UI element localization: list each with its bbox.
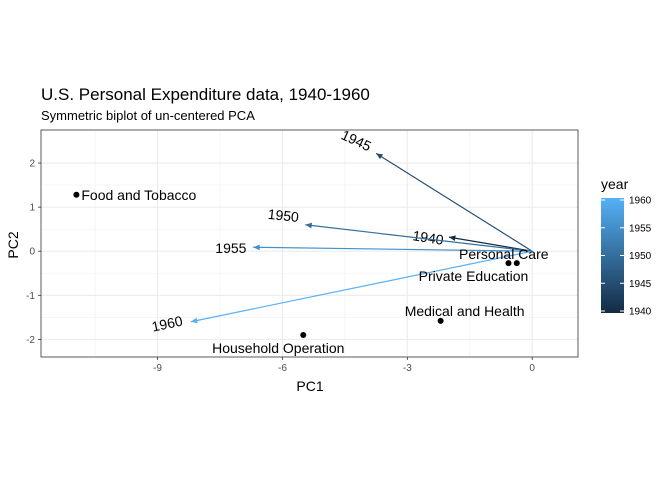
chart-title: U.S. Personal Expenditure data, 1940-196… bbox=[41, 85, 370, 104]
point-label: Personal Care bbox=[459, 246, 549, 262]
point-label: Medical and Health bbox=[405, 303, 525, 319]
x-tick-label: -3 bbox=[403, 363, 412, 374]
arrow-1945 bbox=[375, 152, 533, 252]
year-legend: year 1940 1945 1950 1955 1960 bbox=[601, 176, 652, 318]
panel-border bbox=[40, 129, 579, 358]
point-label: Household Operation bbox=[212, 340, 344, 356]
point bbox=[505, 260, 512, 267]
legend-colorbar bbox=[601, 198, 624, 313]
chart-subtitle: Symmetric biplot of un-centered PCA bbox=[41, 108, 255, 123]
y-tick-label: 0 bbox=[29, 247, 35, 258]
data-points: Food and Tobacco Household Operation Medic… bbox=[73, 187, 549, 356]
arrow-label-1940: 1940 bbox=[411, 227, 444, 248]
arrow-label-1960: 1960 bbox=[150, 313, 184, 335]
legend-tick-label: 1950 bbox=[629, 251, 652, 262]
arrowhead-1950 bbox=[305, 222, 313, 229]
point-label: Food and Tobacco bbox=[81, 187, 196, 203]
arrow-1960 bbox=[190, 250, 533, 323]
legend-tick-label: 1940 bbox=[629, 307, 652, 318]
y-tick-label: 2 bbox=[29, 159, 35, 170]
arrow-1950 bbox=[305, 224, 533, 252]
point bbox=[73, 191, 80, 198]
panel-grid bbox=[40, 129, 579, 358]
y-axis-title: PC2 bbox=[5, 231, 21, 258]
arrow-1940 bbox=[448, 236, 533, 252]
x-tick-label: -9 bbox=[153, 363, 162, 374]
x-tick-label: 0 bbox=[529, 363, 535, 374]
arrow-label-1950: 1950 bbox=[267, 206, 300, 225]
arrowhead-1945 bbox=[376, 153, 384, 160]
y-tick-label: -2 bbox=[26, 335, 35, 346]
arrow-label-1955: 1955 bbox=[215, 240, 246, 256]
arrow-1955 bbox=[253, 246, 533, 252]
point bbox=[437, 317, 444, 324]
legend-title: year bbox=[601, 176, 629, 192]
point-label: Private Education bbox=[419, 268, 529, 284]
arrowhead-1955 bbox=[253, 244, 260, 251]
legend-tick-label: 1960 bbox=[629, 196, 652, 207]
legend-tick-label: 1945 bbox=[629, 279, 652, 290]
x-tick-label: -6 bbox=[278, 363, 287, 374]
arrowhead-1960 bbox=[190, 317, 198, 324]
panel-background bbox=[41, 130, 578, 357]
x-axis: -9 -6 -3 0 bbox=[153, 357, 535, 374]
y-tick-label: 1 bbox=[29, 203, 35, 214]
y-tick-label: -1 bbox=[26, 291, 35, 302]
arrowhead-1940 bbox=[448, 235, 456, 241]
point bbox=[513, 260, 520, 267]
point bbox=[300, 331, 307, 338]
y-axis: -2 -1 0 1 2 bbox=[26, 159, 41, 346]
x-axis-title: PC1 bbox=[296, 378, 323, 394]
legend-tick-label: 1955 bbox=[629, 223, 652, 234]
